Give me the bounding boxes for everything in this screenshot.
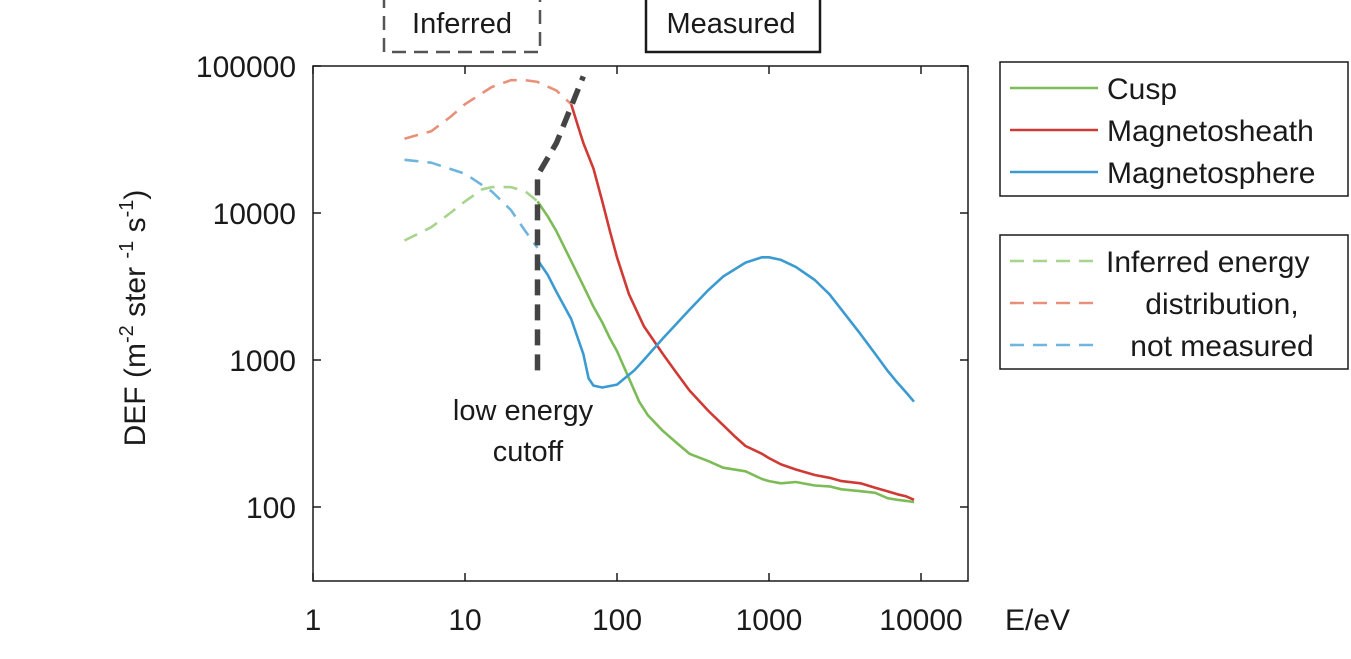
series-magnetosphere bbox=[536, 255, 915, 403]
legend-measured-box bbox=[999, 61, 1349, 197]
y-tick-label: 10000 bbox=[213, 198, 296, 231]
inferred-header-box bbox=[382, 0, 542, 54]
plot-frame bbox=[312, 65, 969, 582]
cutoff-label-line2: cutoff bbox=[493, 436, 564, 468]
series-cusp bbox=[536, 200, 915, 504]
x-tick-label: 1 bbox=[305, 604, 322, 637]
measured-header-box bbox=[644, 0, 822, 54]
x-tick-label: 100 bbox=[592, 604, 642, 637]
legend-inferred-item-label: not measured bbox=[1130, 330, 1313, 363]
axis-ticks bbox=[312, 65, 968, 581]
measured-header-label: Measured bbox=[667, 8, 796, 40]
y-axis-title-mid2: s bbox=[119, 217, 152, 240]
cutoff-label-line1: low energy bbox=[453, 395, 594, 427]
legend-inferred-box bbox=[999, 234, 1349, 370]
y-axis-title-base: DEF (m bbox=[119, 343, 152, 446]
legend-measured-item-label: Magnetosheath bbox=[1107, 115, 1314, 148]
y-axis-title: DEF (m-2 ster -1 s-1) bbox=[116, 190, 152, 447]
legend-inferred: Inferred energy distribution, not measured bbox=[999, 234, 1349, 370]
x-tick-label: 10000 bbox=[879, 604, 962, 637]
y-tick-labels: 100 1000 10000 100000 bbox=[196, 51, 296, 525]
inferred-header: Inferred bbox=[382, 0, 542, 54]
legend-measured-item-label: Magnetosphere bbox=[1107, 157, 1315, 190]
x-tick-label: 1000 bbox=[736, 604, 803, 637]
y-tick-label: 100 bbox=[246, 492, 296, 525]
legend-inferred-item-label: Inferred energy bbox=[1106, 246, 1309, 279]
legend-inferred-item-label: distribution, bbox=[1145, 288, 1298, 321]
series-magnetosheath bbox=[569, 103, 915, 501]
x-tick-label: 10 bbox=[448, 604, 481, 637]
series-cusp-inferred bbox=[403, 185, 539, 242]
x-axis-title: E/eV bbox=[1005, 604, 1070, 637]
y-axis-title-mid: ster bbox=[119, 259, 152, 326]
y-axis-title-sup3: -1 bbox=[116, 200, 138, 218]
series-magnetosheath-inferred bbox=[404, 78, 573, 140]
y-axis-title-sup2: -1 bbox=[116, 241, 138, 259]
legend-measured: Cusp Magnetosheath Magnetosphere bbox=[999, 61, 1349, 197]
y-tick-label: 100000 bbox=[196, 51, 296, 84]
series-magnetosphere-inferred bbox=[404, 158, 539, 249]
y-tick-label: 1000 bbox=[229, 345, 296, 378]
series-low-energy-cutoff bbox=[534, 75, 586, 371]
y-axis-title-sup1: -2 bbox=[116, 325, 138, 343]
legend-measured-item-label: Cusp bbox=[1107, 73, 1177, 106]
series-layer bbox=[403, 75, 915, 504]
measured-header: Measured bbox=[644, 0, 822, 54]
x-tick-labels: 1 10 100 1000 10000 bbox=[305, 604, 963, 637]
y-axis-title-end: ) bbox=[119, 190, 152, 200]
inferred-header-label: Inferred bbox=[412, 8, 512, 40]
